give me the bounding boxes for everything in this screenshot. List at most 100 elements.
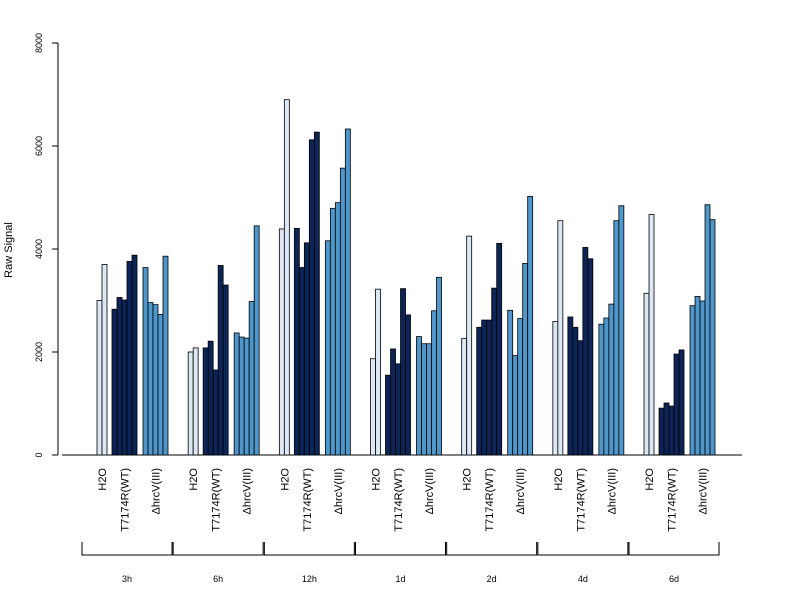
bar	[96, 300, 103, 456]
bar	[405, 314, 411, 456]
bar	[517, 318, 524, 456]
bar	[298, 267, 305, 456]
bar	[375, 288, 381, 456]
bar	[385, 374, 391, 456]
bar	[324, 240, 331, 456]
bar	[582, 247, 589, 456]
bar	[668, 405, 675, 456]
bar	[370, 358, 376, 456]
group-bracket	[355, 542, 447, 556]
y-tick-label: 4000	[34, 239, 44, 259]
bar	[238, 336, 245, 456]
group-bracket	[628, 542, 720, 556]
bar	[461, 338, 468, 456]
bar	[202, 347, 209, 456]
bar	[689, 305, 696, 456]
bar	[308, 139, 315, 456]
y-axis: 0 2000 4000 6000 8000	[34, 33, 59, 458]
bar	[673, 353, 680, 456]
bar	[598, 323, 605, 456]
bar-label: ΔhrcV(III)	[698, 468, 710, 514]
bar	[187, 351, 194, 456]
y-tick-label: 6000	[34, 136, 44, 156]
bar	[421, 343, 427, 456]
bar-label: T7174R(WT)	[302, 468, 314, 532]
bar	[121, 299, 128, 456]
bar	[131, 254, 138, 456]
bar-label: H2O	[188, 468, 200, 491]
bar	[648, 214, 655, 456]
bar	[476, 326, 483, 456]
bar	[416, 336, 422, 456]
bar-label: ΔhrcV(III)	[242, 468, 254, 514]
y-tick-label: 0	[34, 452, 44, 457]
group-label: 6d	[669, 574, 679, 584]
bar	[339, 167, 346, 456]
bar	[344, 128, 351, 456]
bar	[212, 369, 219, 456]
bar-label: T7174R(WT)	[393, 468, 405, 532]
bar	[512, 355, 519, 456]
bar	[567, 316, 574, 456]
bar	[111, 308, 118, 456]
bar-label: T7174R(WT)	[120, 468, 132, 532]
group-label: 1d	[396, 574, 406, 584]
bar	[142, 267, 149, 456]
bar	[658, 407, 665, 456]
bar	[147, 302, 154, 456]
bar-label: T7174R(WT)	[575, 468, 587, 532]
bar	[577, 340, 584, 456]
bar-label: ΔhrcV(III)	[333, 468, 345, 514]
bar	[395, 363, 401, 456]
group-bracket	[172, 542, 264, 556]
bar-label: ΔhrcV(III)	[515, 468, 527, 514]
group-bracket	[537, 542, 629, 556]
group-bracket	[81, 542, 173, 556]
bar	[643, 292, 650, 456]
bar	[486, 319, 493, 456]
bar	[678, 349, 685, 456]
bar	[587, 258, 594, 456]
bar	[709, 219, 716, 456]
bar	[603, 317, 610, 456]
bar-label: ΔhrcV(III)	[424, 468, 436, 514]
bars	[96, 99, 716, 456]
group-label: 3h	[122, 574, 132, 584]
bar	[329, 207, 336, 456]
bar	[527, 196, 534, 456]
bar	[293, 227, 300, 456]
group-label: 2d	[487, 574, 497, 584]
bar	[431, 310, 437, 456]
bar	[217, 265, 224, 456]
bar-label: ΔhrcV(III)	[151, 468, 163, 514]
bar	[557, 220, 564, 456]
bar	[400, 288, 406, 456]
bar	[481, 319, 488, 456]
bar-label: H2O	[97, 468, 109, 491]
bar	[233, 332, 240, 456]
bar	[507, 309, 514, 456]
bar	[694, 295, 701, 456]
bar	[152, 304, 159, 456]
bar	[243, 337, 250, 456]
bar	[522, 263, 529, 456]
group-bracket	[446, 542, 538, 556]
bar	[496, 242, 503, 456]
bar	[466, 235, 473, 456]
bar	[278, 228, 285, 456]
bar	[222, 284, 229, 456]
bar	[334, 202, 341, 456]
bar	[608, 303, 615, 456]
bar	[491, 287, 498, 456]
bar	[283, 99, 290, 456]
bar	[313, 131, 320, 456]
bar	[303, 242, 310, 456]
bar	[162, 255, 169, 456]
bar	[116, 297, 123, 456]
bar	[618, 205, 625, 456]
bar-labels: H2O T7174R(WT) ΔhrcV(III) H2O T7174R(WT) Δhrc…	[97, 468, 710, 532]
bar	[663, 402, 670, 456]
y-tick-label: 8000	[34, 33, 44, 53]
